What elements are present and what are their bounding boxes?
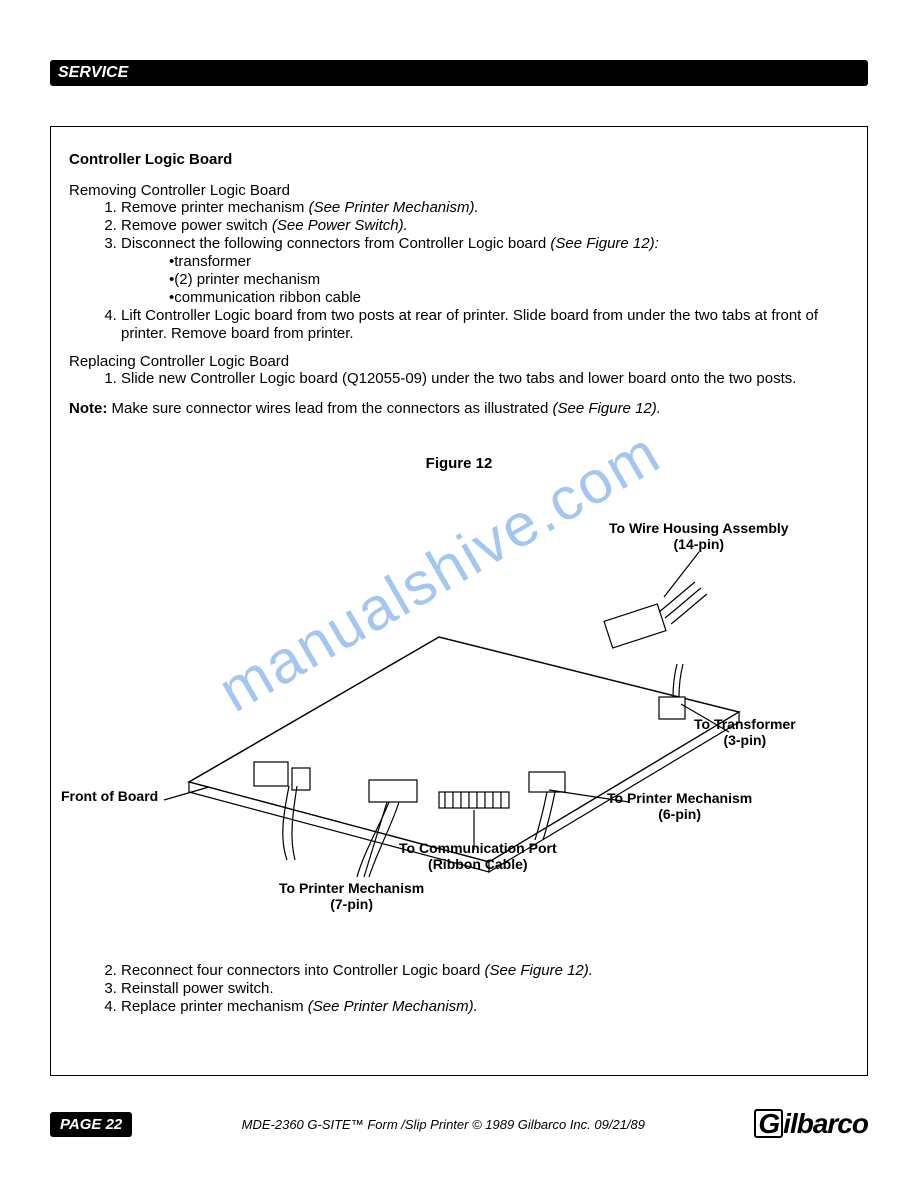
step: Reconnect four connectors into Controlle… xyxy=(121,962,849,980)
callout-printer6: To Printer Mechanism (6-pin) xyxy=(607,790,752,822)
step: Disconnect the following connectors from… xyxy=(121,235,849,307)
step: Remove power switch (See Power Switch). xyxy=(121,217,849,235)
step: Slide new Controller Logic board (Q12055… xyxy=(121,370,849,388)
callout-transformer: To Transformer (3-pin) xyxy=(694,716,796,748)
note-label: Note: xyxy=(69,400,107,417)
removing-steps: Remove printer mechanism (See Printer Me… xyxy=(97,199,849,343)
callout-comm: To Communication Port (Ribbon Cable) xyxy=(399,840,557,872)
callout-printer7: To Printer Mechanism (7-pin) xyxy=(279,880,424,912)
diagram-area: To Wire Housing Assembly (14-pin) To Tra… xyxy=(69,482,849,902)
page-badge: PAGE 22 xyxy=(50,1112,132,1137)
footer-center: MDE-2360 G-SITE™ Form /Slip Printer © 19… xyxy=(242,1117,645,1132)
callout-front: Front of Board xyxy=(61,788,158,804)
callout-wire-housing: To Wire Housing Assembly (14-pin) xyxy=(609,520,789,552)
figure-label: Figure 12 xyxy=(69,455,849,472)
sub-bullets: •transformer •(2) printer mechanism •com… xyxy=(169,253,849,307)
footer: PAGE 22 MDE-2360 G-SITE™ Form /Slip Prin… xyxy=(50,1108,868,1140)
replacing-steps-2: Reconnect four connectors into Controlle… xyxy=(97,962,849,1016)
bullet: •transformer xyxy=(169,253,849,271)
step: Replace printer mechanism (See Printer M… xyxy=(121,998,849,1016)
content-box: manualshive.com Controller Logic Board R… xyxy=(50,126,868,1076)
removing-heading: Removing Controller Logic Board xyxy=(69,182,849,199)
header-label: SERVICE xyxy=(58,64,128,81)
header-bar: SERVICE xyxy=(50,60,868,86)
replacing-steps-1: Slide new Controller Logic board (Q12055… xyxy=(97,370,849,388)
step: Remove printer mechanism (See Printer Me… xyxy=(121,199,849,217)
note-line: Note: Make sure connector wires lead fro… xyxy=(69,400,849,417)
replacing-heading: Replacing Controller Logic Board xyxy=(69,353,849,370)
bullet: •(2) printer mechanism xyxy=(169,271,849,289)
section-title: Controller Logic Board xyxy=(69,151,849,168)
brand-logo: Gilbarco xyxy=(754,1108,868,1140)
step: Lift Controller Logic board from two pos… xyxy=(121,307,849,343)
bullet: •communication ribbon cable xyxy=(169,289,849,307)
brand-g-icon: G xyxy=(754,1109,783,1138)
step: Reinstall power switch. xyxy=(121,980,849,998)
